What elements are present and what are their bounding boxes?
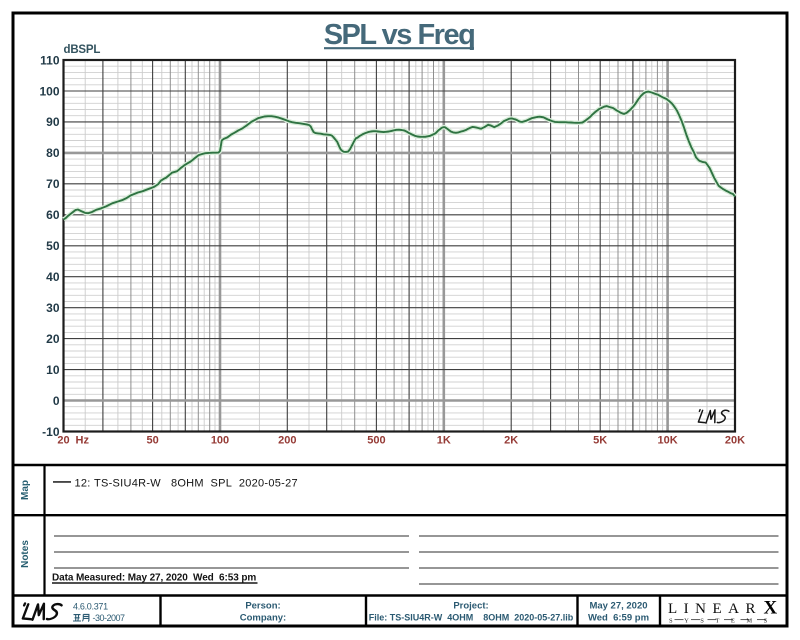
svg-text:80: 80 <box>46 146 60 160</box>
svg-text:100: 100 <box>211 435 229 447</box>
svg-text:20: 20 <box>46 332 60 346</box>
svg-text:20: 20 <box>57 435 69 447</box>
svg-text:Hz: Hz <box>76 435 90 447</box>
svg-text:Company:: Company: <box>240 613 286 624</box>
svg-text:40: 40 <box>46 270 60 284</box>
svg-text:10: 10 <box>46 363 60 377</box>
svg-text:20K: 20K <box>725 435 745 447</box>
svg-text:SYSTEMS: SYSTEMS <box>669 618 779 625</box>
svg-text:5K: 5K <box>593 435 607 447</box>
svg-text:50: 50 <box>46 239 60 253</box>
svg-text:12: TS-SIU4R-W 8OHM SPL 20: 12: TS-SIU4R-W 8OHM SPL 2020-05-27 <box>75 478 298 490</box>
svg-text:SPL vs Freq: SPL vs Freq <box>324 19 475 51</box>
svg-text:Notes: Notes <box>20 540 31 568</box>
svg-text:4.6.0.371: 4.6.0.371 <box>73 602 108 612</box>
svg-text:Project:: Project: <box>453 601 488 612</box>
svg-text:500: 500 <box>367 435 385 447</box>
svg-text:2K: 2K <box>504 435 518 447</box>
svg-text:50: 50 <box>146 435 158 447</box>
svg-text:200: 200 <box>278 435 296 447</box>
svg-text:10K: 10K <box>658 435 678 447</box>
svg-text:30: 30 <box>46 301 60 315</box>
svg-text:0: 0 <box>53 394 60 408</box>
svg-text:60: 60 <box>46 208 60 222</box>
svg-text:110: 110 <box>40 53 60 67</box>
svg-text:90: 90 <box>46 115 60 129</box>
svg-text:1K: 1K <box>437 435 451 447</box>
svg-text:-10: -10 <box>42 425 60 439</box>
svg-text:100: 100 <box>39 84 59 98</box>
svg-text:X: X <box>764 598 778 619</box>
svg-text:Wed 6:59 pm: Wed 6:59 pm <box>588 613 649 624</box>
svg-text:Map: Map <box>20 480 31 500</box>
svg-text:Data Measured: May 27, 2020 W: Data Measured: May 27, 2020 Wed 6:53 pm <box>52 573 256 584</box>
svg-text:-30-2007: -30-2007 <box>93 613 126 623</box>
svg-text:May 27, 2020: May 27, 2020 <box>589 601 647 612</box>
svg-text:LINEAR: LINEAR <box>668 601 762 617</box>
svg-text:70: 70 <box>46 177 60 191</box>
svg-text:Person:: Person: <box>245 601 280 612</box>
svg-text:dBSPL: dBSPL <box>64 44 101 56</box>
svg-text:File: TS-SIU4R-W 4OHM 8OHM: File: TS-SIU4R-W 4OHM 8OHM 2020-05-27.li… <box>369 613 574 623</box>
